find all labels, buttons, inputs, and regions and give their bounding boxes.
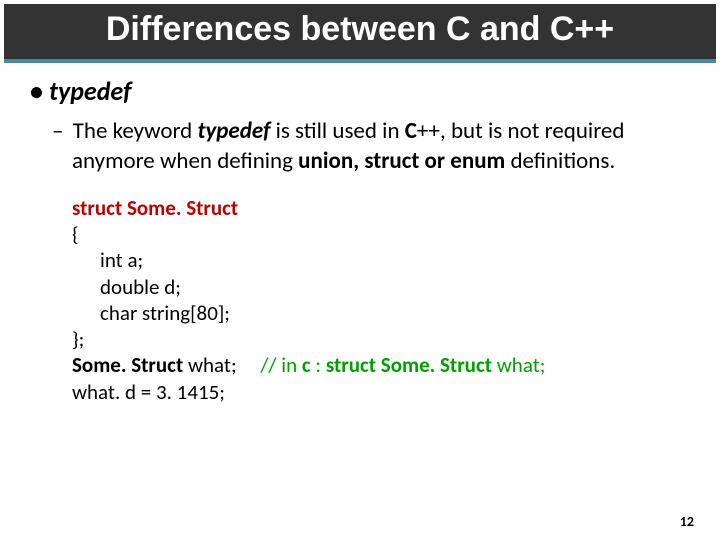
code-somestruct: Some. Struct bbox=[72, 352, 183, 378]
sub-part2: is still used in bbox=[270, 117, 404, 145]
comment-what: what; bbox=[492, 352, 545, 378]
code-what: what bbox=[183, 352, 231, 378]
dash-marker: – bbox=[52, 117, 63, 145]
sub-part1: The keyword bbox=[73, 117, 198, 145]
code-example: struct Some. Struct { int a; double d; c… bbox=[72, 195, 690, 405]
bullet-text: typedef bbox=[49, 75, 131, 107]
code-usage-line: Some. Struct what; // in c : struct Some… bbox=[72, 352, 690, 378]
bullet-marker: • bbox=[30, 75, 43, 107]
code-int-line: int a; bbox=[100, 247, 690, 273]
code-spacer bbox=[237, 352, 261, 378]
comment-struct: struct Some. Struct bbox=[326, 352, 492, 378]
keyword-typedef: typedef bbox=[197, 117, 270, 145]
code-struct-declaration: struct Some. Struct bbox=[72, 195, 690, 221]
code-double-line: double d; bbox=[100, 274, 690, 300]
code-char-line: char string[80]; bbox=[100, 300, 690, 326]
slide-content: •typedef – The keyword typedef is still … bbox=[0, 63, 720, 405]
sub-bullet-text: – The keyword typedef is still used in C… bbox=[72, 117, 690, 177]
sub-part3: definitions. bbox=[505, 147, 615, 175]
bullet-item: •typedef bbox=[30, 75, 690, 107]
comment-colon: : bbox=[311, 352, 326, 378]
slide-title-banner: Differences between C and C++ bbox=[4, 4, 716, 63]
keyword-union-struct-enum: union, struct or enum bbox=[298, 147, 505, 175]
code-close-brace: }; bbox=[72, 326, 690, 352]
code-assign-line: what. d = 3. 1415; bbox=[72, 379, 690, 405]
code-open-brace: { bbox=[72, 221, 690, 247]
keyword-cpp: C bbox=[405, 117, 417, 145]
comment-c: c bbox=[302, 352, 311, 378]
code-comment: // in c : struct Some. Struct what; bbox=[260, 352, 545, 378]
comment-prefix: // in bbox=[260, 352, 302, 378]
page-number: 12 bbox=[680, 513, 694, 530]
title-text: Differences between C and C++ bbox=[106, 10, 614, 48]
